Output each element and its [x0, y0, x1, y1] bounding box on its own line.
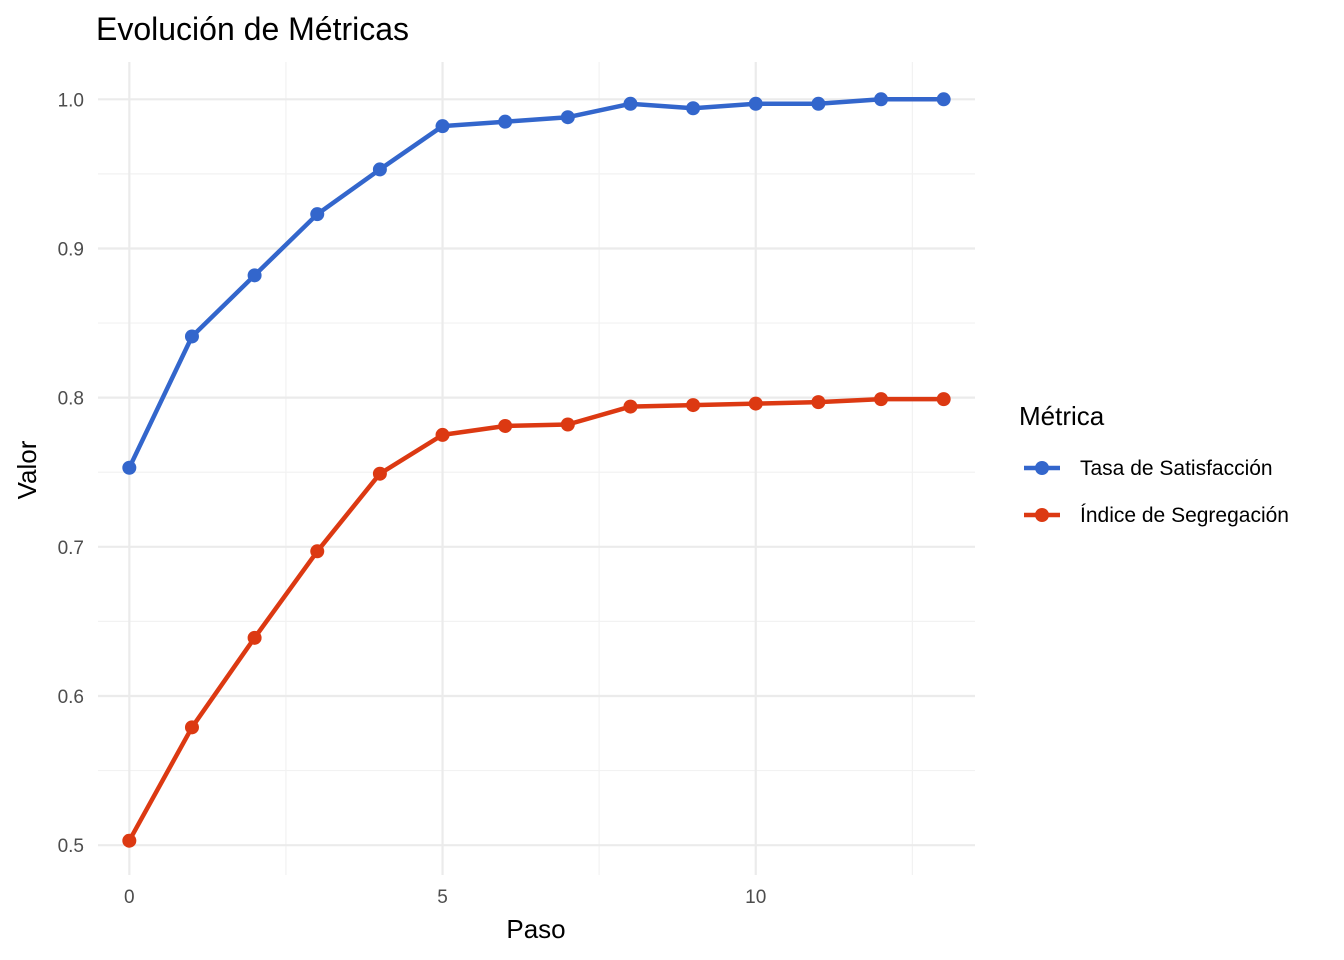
legend-label: Índice de Segregación: [1080, 504, 1289, 527]
y-tick-label: 0.9: [58, 239, 84, 260]
data-point: [560, 417, 575, 432]
y-axis-tick-labels: 0.5 0.6 0.7 0.8 0.9 1.0: [58, 90, 84, 857]
major-y-gridlines: [98, 98, 975, 847]
series-line: [127, 97, 946, 471]
y-tick-label: 0.7: [58, 538, 84, 559]
minor-x-gridlines: [285, 62, 913, 875]
data-point: [184, 329, 199, 344]
data-point: [686, 101, 701, 116]
data-point: [623, 399, 638, 414]
legend-items: Tasa de Satisfacción Índice de Segregació…: [1024, 457, 1289, 527]
series-line: [127, 396, 946, 843]
data-point: [122, 460, 137, 475]
x-tick-label: 0: [124, 887, 135, 908]
data-point: [310, 544, 325, 559]
data-point: [372, 162, 387, 177]
data-point: [498, 114, 513, 129]
y-tick-label: 0.6: [58, 687, 84, 708]
legend: Métrica Tasa de Satisfacción Índice de Se…: [1019, 401, 1289, 527]
legend-key-point: [1035, 461, 1049, 475]
data-point: [372, 466, 387, 481]
legend-item: Tasa de Satisfacción: [1024, 457, 1273, 480]
data-point: [811, 96, 826, 111]
legend-title: Métrica: [1019, 401, 1105, 431]
data-point: [247, 268, 262, 283]
x-tick-label: 10: [745, 887, 766, 908]
x-axis-tick-labels: 0 5 10: [124, 887, 766, 908]
series-layer: [122, 92, 951, 848]
series-2: [122, 392, 951, 848]
data-point: [435, 427, 450, 442]
data-point: [686, 398, 701, 413]
data-point: [122, 833, 137, 848]
legend-label: Tasa de Satisfacción: [1080, 457, 1273, 480]
y-tick-label: 1.0: [58, 90, 84, 111]
data-point: [874, 92, 889, 107]
series-1: [122, 92, 951, 475]
data-point: [184, 720, 199, 735]
minor-y-gridlines: [98, 173, 975, 772]
data-point: [748, 96, 763, 111]
chart-title: Evolución de Métricas: [96, 11, 409, 47]
data-point: [811, 395, 826, 410]
data-point: [623, 96, 638, 111]
legend-item: Índice de Segregación: [1024, 504, 1289, 527]
data-point: [560, 110, 575, 125]
x-tick-label: 5: [437, 887, 448, 908]
data-point: [435, 119, 450, 134]
data-point: [748, 396, 763, 411]
y-axis-title: Valor: [12, 440, 42, 499]
data-point: [310, 207, 325, 222]
x-axis-title: Paso: [506, 914, 565, 944]
data-point: [936, 92, 951, 107]
y-tick-label: 0.5: [58, 836, 84, 857]
y-tick-label: 0.8: [58, 389, 84, 410]
data-point: [247, 630, 262, 645]
legend-key-point: [1035, 508, 1049, 522]
data-point: [936, 392, 951, 407]
data-point: [498, 418, 513, 433]
data-point: [874, 392, 889, 407]
